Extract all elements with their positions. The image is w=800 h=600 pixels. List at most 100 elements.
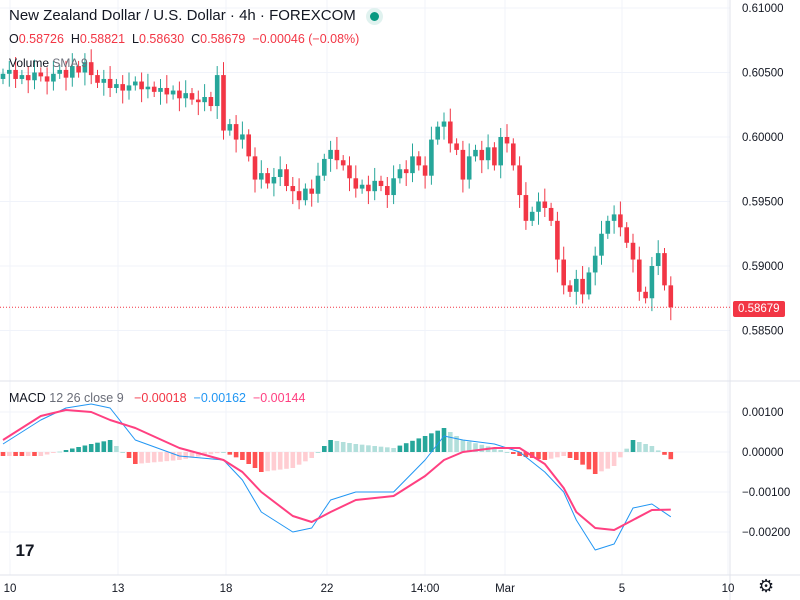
open-label: O: [9, 32, 19, 46]
gear-icon[interactable]: ⚙: [758, 576, 775, 596]
candle-body: [114, 84, 119, 88]
candle-body: [208, 97, 214, 107]
macd-histogram-bar: [580, 452, 585, 465]
candle-body: [265, 173, 270, 184]
candle-body: [57, 69, 62, 74]
volume-legend[interactable]: Volume SMA 9: [9, 56, 88, 70]
time-tick-label: 22: [321, 583, 334, 595]
open-value: 0.58726: [18, 32, 64, 46]
macd-histogram-bar: [57, 451, 62, 453]
candle-body: [315, 175, 321, 194]
candle-body: [466, 156, 472, 180]
candle-body: [561, 259, 566, 286]
candle-body: [485, 147, 491, 161]
macd-histogram-bar: [668, 452, 674, 460]
candle-body: [101, 78, 107, 83]
high-label: H: [70, 32, 80, 46]
candle-body: [82, 62, 88, 73]
macd-tick-label: 0.00000: [742, 447, 784, 459]
candle-body: [284, 169, 289, 187]
time-tick-label: 18: [220, 583, 233, 595]
macd-histogram-bar: [523, 452, 529, 457]
macd-histogram-bar: [555, 452, 560, 458]
macd-histogram-bar: [378, 446, 384, 452]
macd-histogram-bar: [385, 447, 390, 452]
candle-body: [139, 81, 144, 90]
candle-body: [334, 149, 340, 161]
candle-body: [586, 272, 592, 295]
macd-histogram-bar: [126, 452, 132, 458]
tradingview-logo[interactable]: 17: [10, 540, 40, 562]
candle-body: [309, 188, 314, 194]
candle-body: [668, 285, 674, 308]
macd-histogram-bar: [366, 445, 371, 452]
macd-histogram-bar: [429, 433, 434, 452]
price-tick-label: 0.59500: [742, 197, 784, 209]
macd-histogram-bar: [353, 444, 359, 452]
candle-body: [410, 156, 415, 174]
candle-body: [151, 86, 157, 92]
macd-histogram-bar: [611, 452, 617, 466]
macd-histogram-bar: [340, 442, 346, 452]
candle-body: [517, 165, 522, 196]
change-value: −0.00046 (−0.08%): [252, 32, 360, 46]
candle-body: [170, 90, 176, 95]
candle-body: [290, 186, 296, 192]
symbol-name[interactable]: New Zealand Dollar / U.S. Dollar · 4h · …: [9, 7, 356, 24]
candle-body: [322, 158, 327, 176]
candle-body: [511, 143, 516, 166]
macd-histogram-bar: [145, 452, 151, 463]
macd-histogram-bar: [277, 452, 283, 470]
candle-body: [454, 143, 459, 150]
time-tick-label: 10: [4, 583, 17, 595]
candle-body: [158, 87, 163, 92]
macd-histogram-bar: [240, 452, 245, 460]
candle-body: [233, 124, 239, 140]
macd-histogram-bar: [586, 452, 592, 470]
candle-body: [605, 220, 611, 234]
candle-body: [277, 169, 283, 177]
symbol-title[interactable]: New Zealand Dollar / U.S. Dollar · 4h · …: [9, 7, 379, 24]
macd-histogram-bar: [0, 452, 6, 456]
candle-body: [76, 66, 81, 73]
volume-sma-label: SMA 9: [52, 56, 88, 70]
candle-body: [340, 160, 346, 166]
candle-body: [189, 93, 195, 100]
candle-body: [214, 75, 220, 107]
candle-body: [397, 169, 403, 179]
macd-histogram-bar: [7, 452, 12, 456]
candle-body: [655, 253, 661, 266]
macd-histogram-bar: [151, 452, 157, 463]
candle-body: [63, 69, 69, 78]
macd-histogram-bar: [359, 444, 365, 452]
candle-body: [435, 126, 440, 140]
macd-histogram-bar: [32, 452, 37, 456]
candle-body: [529, 211, 535, 221]
macd-legend[interactable]: MACD 12 26 close 9 −0.00018 −0.00162 −0.…: [9, 391, 305, 405]
candle-body: [164, 87, 170, 95]
low-label: L: [132, 32, 139, 46]
macd-histogram-bar: [303, 452, 308, 462]
candle-body: [145, 86, 151, 90]
candle-body: [504, 137, 510, 144]
macd-histogram-bar: [158, 452, 163, 462]
macd-hist-value: −0.00018: [134, 391, 187, 405]
candle-body: [592, 255, 598, 273]
macd-histogram-bar: [170, 452, 176, 461]
candle-body: [624, 227, 629, 243]
candle-body: [196, 99, 201, 103]
candle-body: [95, 75, 100, 83]
candle-body: [548, 207, 554, 221]
candle-body: [70, 66, 75, 78]
macd-histogram-bar: [233, 452, 239, 458]
candle-body: [328, 149, 333, 159]
candle-body: [473, 149, 478, 157]
close-value: 0.58679: [200, 32, 246, 46]
macd-histogram-bar: [618, 452, 623, 458]
candle-body: [498, 137, 503, 166]
macd-histogram-bar: [630, 440, 636, 452]
macd-histogram-bar: [643, 444, 648, 452]
macd-histogram-bar: [637, 442, 642, 452]
candle-body: [126, 85, 132, 91]
